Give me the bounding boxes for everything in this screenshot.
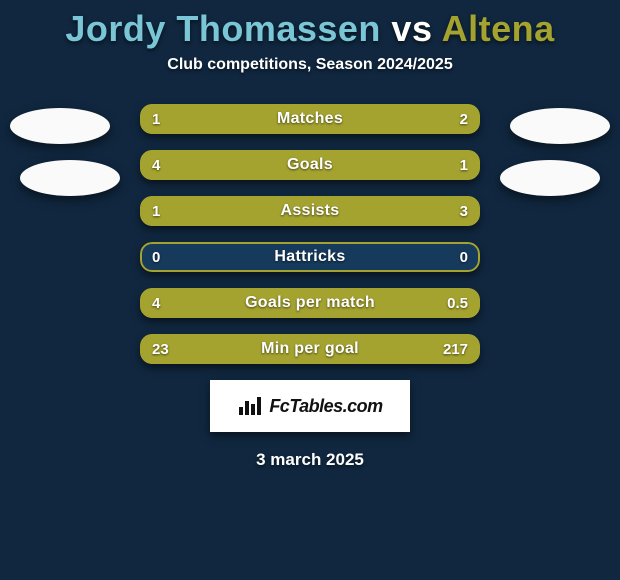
stat-row: Matches1 2 (140, 104, 480, 134)
stat-value-left: 4 (140, 288, 172, 318)
player2-name: Altena (442, 8, 555, 49)
subtitle: Club competitions, Season 2024/2025 (0, 56, 620, 74)
stat-value-right: 217 (431, 334, 480, 364)
stat-row: Goals4 1 (140, 150, 480, 180)
player1-team-placeholder (20, 160, 120, 196)
player2-avatar-placeholder (510, 108, 610, 144)
stat-row: Goals per match4 0.5 (140, 288, 480, 318)
stat-label: Goals (140, 150, 480, 180)
stat-value-right: 2 (448, 104, 480, 134)
stat-value-right: 3 (448, 196, 480, 226)
player1-avatar-placeholder (10, 108, 110, 144)
stat-value-left: 23 (140, 334, 181, 364)
stat-row: Hattricks0 0 (140, 242, 480, 272)
comparison-arena: Matches12Goals41Assists13Hattricks00Goal… (0, 104, 620, 364)
stat-value-left: 0 (140, 242, 172, 272)
date-text: 3 march 2025 (0, 450, 620, 470)
stat-value-right: 0 (448, 242, 480, 272)
player1-name: Jordy Thomassen (65, 8, 381, 49)
stat-value-right: 0.5 (435, 288, 480, 318)
stat-value-left: 1 (140, 104, 172, 134)
stat-row: Assists1 3 (140, 196, 480, 226)
stat-bars: Matches12Goals41Assists13Hattricks00Goal… (140, 104, 480, 364)
chart-icon (237, 395, 263, 417)
stat-row: Min per goal23 217 (140, 334, 480, 364)
brand-badge: FcTables.com (210, 380, 410, 432)
player2-team-placeholder (500, 160, 600, 196)
stat-label: Min per goal (140, 334, 480, 364)
title: Jordy Thomassen vs Altena (0, 0, 620, 50)
vs-word: vs (391, 8, 432, 49)
stat-value-right: 1 (448, 150, 480, 180)
stat-label: Hattricks (140, 242, 480, 272)
stat-label: Goals per match (140, 288, 480, 318)
stat-label: Matches (140, 104, 480, 134)
stat-value-left: 4 (140, 150, 172, 180)
brand-text: FcTables.com (269, 396, 382, 417)
stat-value-left: 1 (140, 196, 172, 226)
stat-label: Assists (140, 196, 480, 226)
